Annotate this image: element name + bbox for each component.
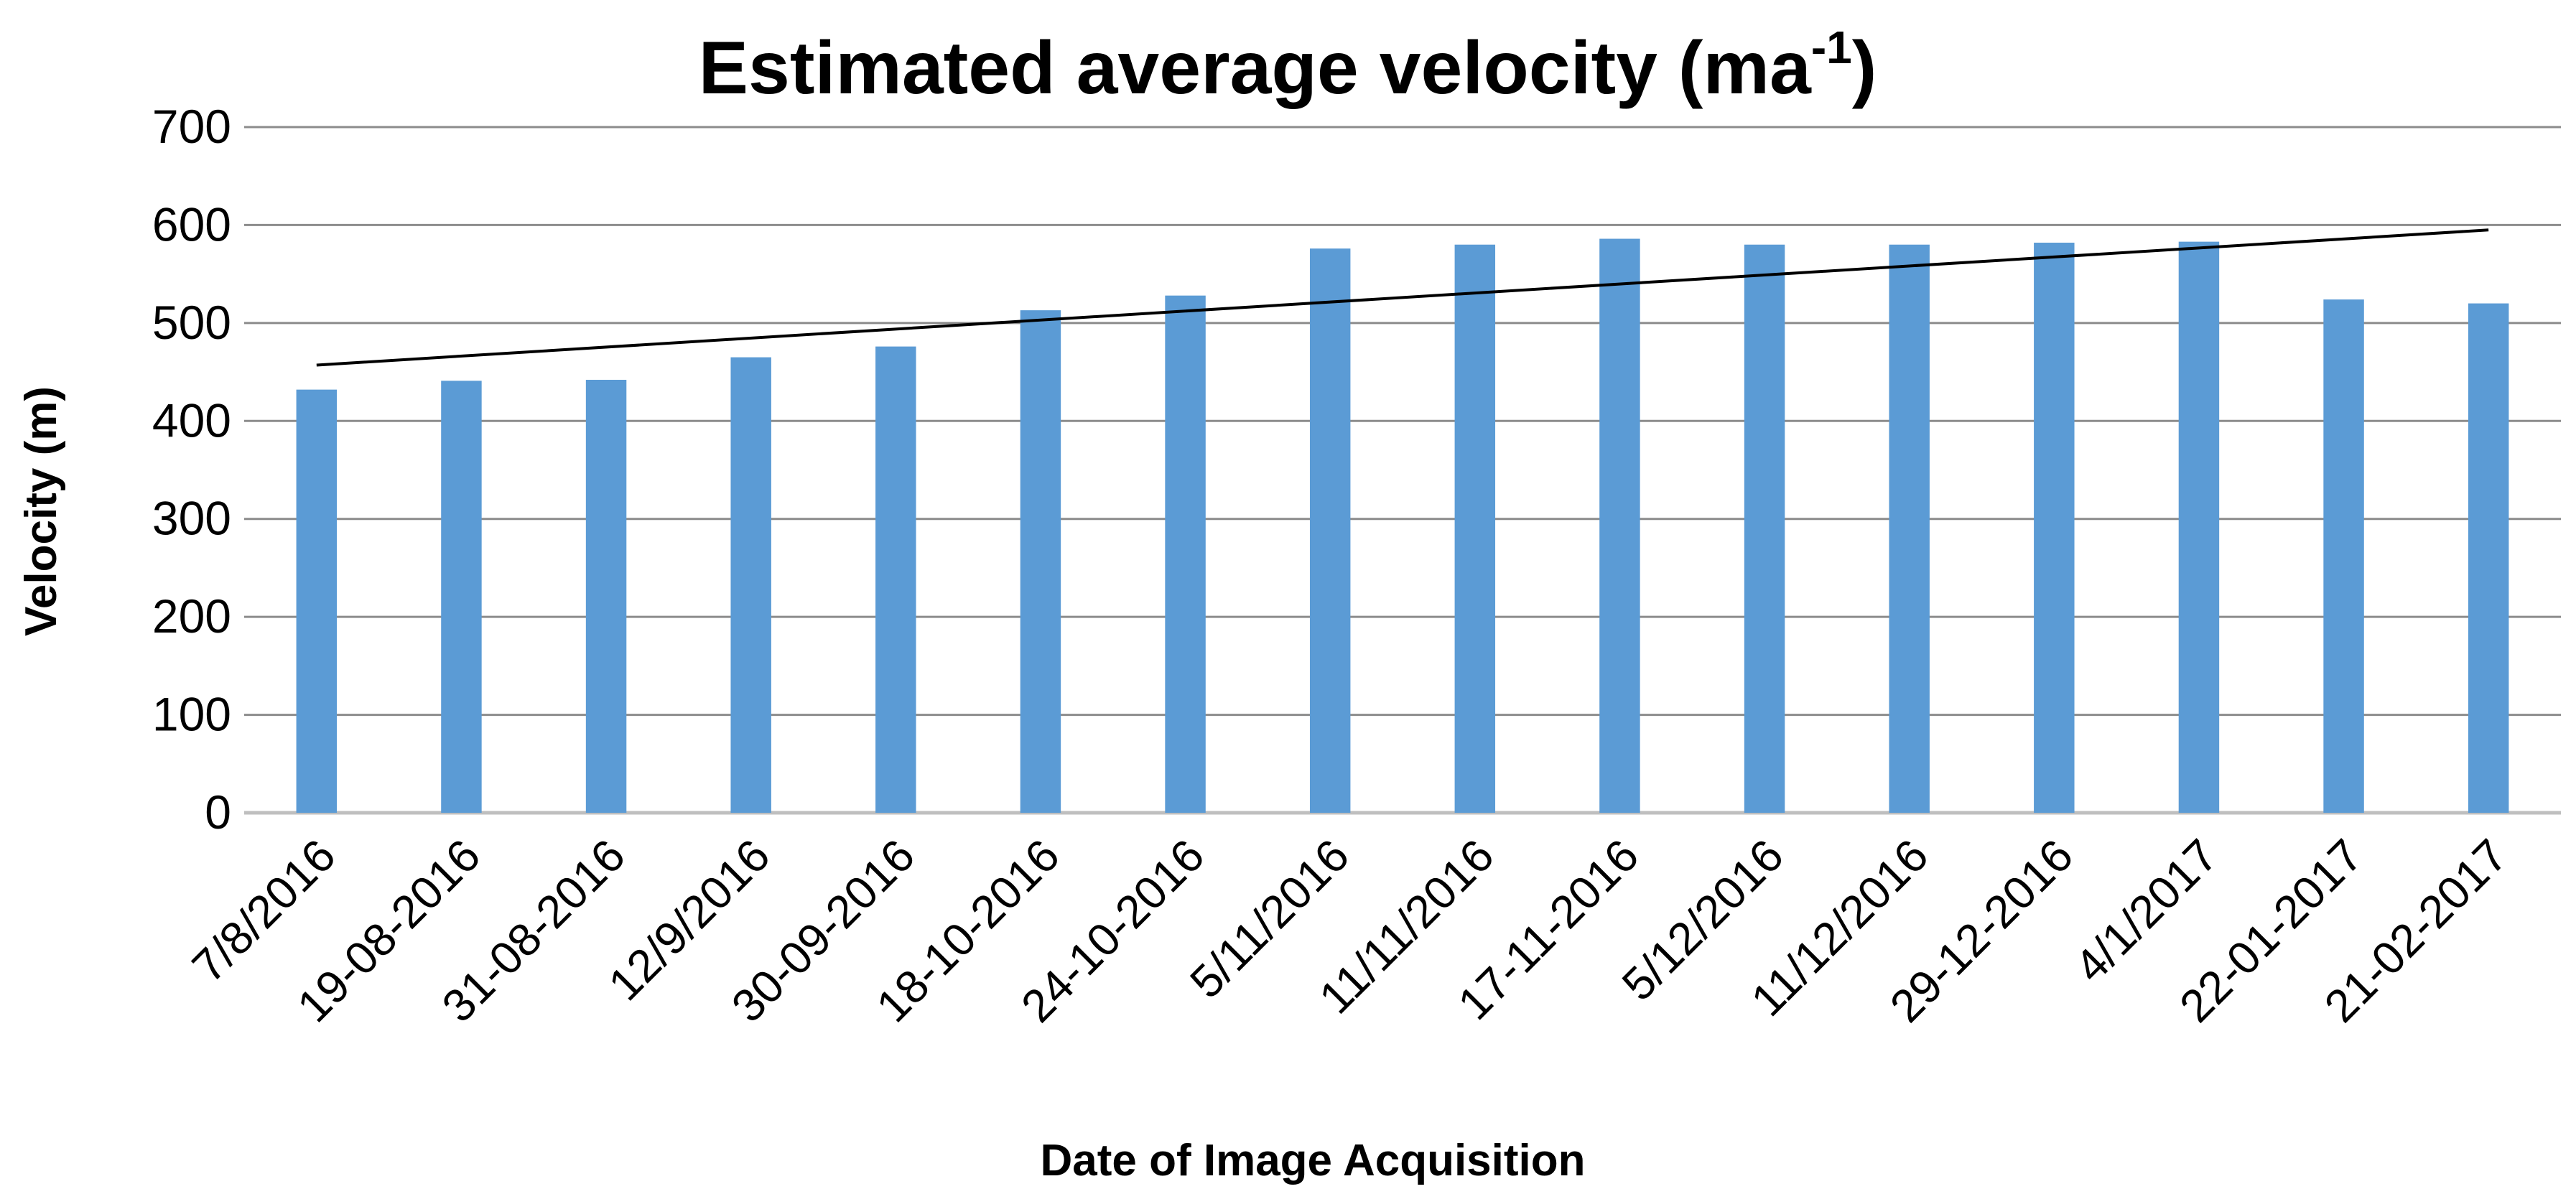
chart-title-suffix: ) xyxy=(1852,27,1877,110)
x-axis-ticks: 7/8/201619-08-201631-08-201612/9/201630-… xyxy=(182,829,2517,1032)
y-tick-label: 500 xyxy=(152,296,231,349)
bar-4/1/2017 xyxy=(2178,241,2220,813)
bar-11/11/2016 xyxy=(1454,244,1496,813)
chart-title-superscript: -1 xyxy=(1811,22,1852,73)
bar-17-11-2016 xyxy=(1599,238,1640,813)
y-axis-label: Velocity (m) xyxy=(17,386,66,636)
y-tick-label: 100 xyxy=(152,688,231,741)
bar-21-02-2017 xyxy=(2468,303,2509,813)
bar-31-08-2016 xyxy=(585,379,627,813)
bar-22-01-2017 xyxy=(2323,299,2364,813)
y-axis-ticks: 0 100 200 300 400 500 600 700 xyxy=(152,100,231,839)
bar-7/8/2016 xyxy=(296,389,338,813)
y-tick-label: 0 xyxy=(205,785,231,839)
bar-5/11/2016 xyxy=(1309,248,1351,813)
bar-5/12/2016 xyxy=(1744,244,1785,813)
bars xyxy=(296,238,2509,813)
bar-19-08-2016 xyxy=(441,381,482,813)
y-tick-label: 600 xyxy=(152,197,231,251)
y-tick-label: 700 xyxy=(152,100,231,153)
y-tick-label: 200 xyxy=(152,589,231,643)
y-tick-label: 300 xyxy=(152,492,231,545)
bar-12/9/2016 xyxy=(730,357,771,813)
trendline-group xyxy=(316,228,2489,367)
chart-title: Estimated average velocity (ma-1) xyxy=(699,22,1877,110)
bar-24-10-2016 xyxy=(1165,295,1206,813)
bar-30-09-2016 xyxy=(875,346,916,813)
trendline xyxy=(316,228,2489,367)
x-axis-label: Date of Image Acquisition xyxy=(1040,1136,1585,1185)
bar-18-10-2016 xyxy=(1020,310,1061,813)
bar-11/12/2016 xyxy=(1889,244,1930,813)
y-tick-label: 400 xyxy=(152,393,231,447)
gridlines xyxy=(244,126,2561,815)
bar-29-12-2016 xyxy=(2034,242,2075,813)
chart-title-main: Estimated average velocity (ma xyxy=(699,27,1812,110)
